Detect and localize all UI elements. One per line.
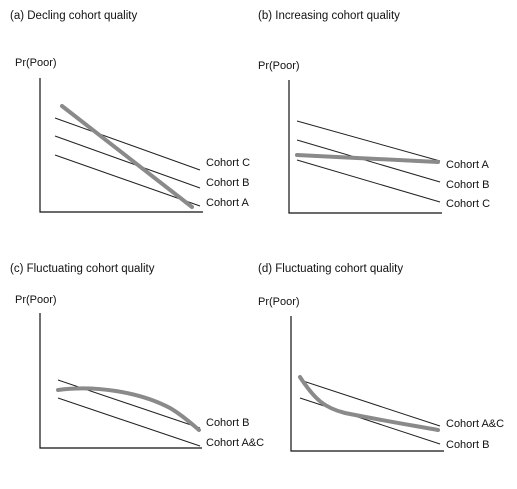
panel-b: (b) Increasing cohort quality Pr(Poor) C…: [258, 10, 490, 214]
panel-d-label-cohort-ac: Cohort A&C: [446, 418, 504, 430]
panel-a-title: (a) Decling cohort quality: [10, 10, 137, 22]
panel-b-title: (b) Increasing cohort quality: [258, 10, 400, 22]
panel-c-axes: [39, 313, 202, 449]
panel-b-line-cohort-b: [296, 139, 441, 183]
panel-d: (d) Fluctuating cohort quality Pr(Poor) …: [258, 263, 504, 452]
panel-d-line-cohort-ac: [299, 379, 441, 427]
panel-b-trend-line: [295, 153, 440, 164]
panel-d-line-cohort-b: [299, 397, 441, 445]
panel-b-label-cohort-c: Cohort C: [446, 198, 490, 210]
panel-b-ylabel: Pr(Poor): [258, 60, 300, 72]
panel-a-label-cohort-b: Cohort B: [206, 177, 249, 189]
panel-a: (a) Decling cohort quality Pr(Poor) Coho…: [10, 10, 250, 213]
panel-c-label-cohort-b: Cohort B: [206, 417, 249, 429]
panel-a-trend-line: [60, 104, 194, 209]
panel-d-ylabel: Pr(Poor): [258, 296, 300, 308]
panel-d-label-cohort-b: Cohort B: [446, 439, 489, 451]
panel-a-label-cohort-a: Cohort A: [206, 197, 249, 209]
panel-b-label-cohort-b: Cohort B: [446, 179, 489, 191]
panel-c-ylabel: Pr(Poor): [15, 294, 57, 306]
panel-a-ylabel: Pr(Poor): [15, 57, 57, 69]
panel-b-line-cohort-c: [296, 159, 441, 203]
panel-c: (c) Fluctuating cohort quality Pr(Poor) …: [10, 263, 264, 449]
panel-c-line-cohort-ac: [57, 397, 201, 447]
panel-a-line-cohort-c: [54, 117, 201, 171]
panel-c-trend-curve: [56, 386, 201, 432]
panel-b-line-cohort-a: [296, 120, 441, 162]
panel-a-line-cohort-b: [54, 135, 201, 189]
panel-b-label-cohort-a: Cohort A: [446, 159, 489, 171]
panel-c-title: (c) Fluctuating cohort quality: [10, 263, 155, 275]
panel-d-axes: [290, 316, 444, 452]
panel-c-label-cohort-ac: Cohort A&C: [206, 437, 264, 449]
panel-a-line-cohort-a: [54, 154, 201, 207]
panel-a-label-cohort-c: Cohort C: [206, 157, 250, 169]
panel-d-title: (d) Fluctuating cohort quality: [258, 263, 403, 275]
panel-a-axes: [39, 78, 203, 213]
panel-b-axes: [288, 80, 442, 214]
panel-d-trend-curve: [298, 375, 440, 432]
